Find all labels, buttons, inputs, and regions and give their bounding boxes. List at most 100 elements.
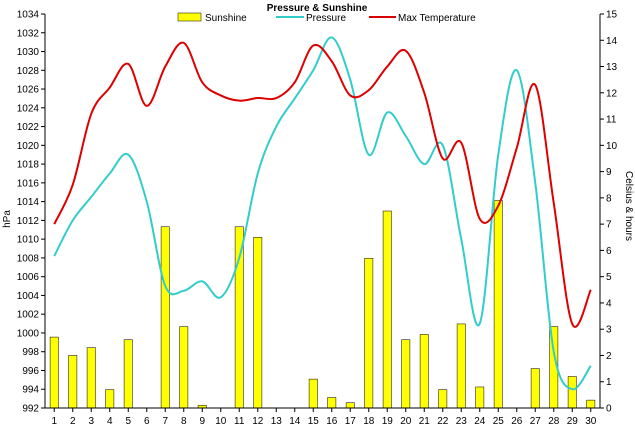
sunshine-bar	[123, 339, 133, 409]
sunshine-bar	[456, 323, 466, 409]
y-right-tick-label: 0	[606, 404, 612, 415]
y-right-tick-label: 4	[606, 298, 612, 309]
sunshine-bar	[68, 355, 78, 409]
sunshine-bar	[401, 339, 411, 409]
y-left-tick-label: 1010	[17, 235, 40, 246]
sunshine-bar	[567, 376, 577, 409]
x-tick-label: 4	[107, 416, 113, 427]
x-tick-label: 29	[567, 416, 579, 427]
y-left-tick-label: 1014	[17, 197, 40, 208]
axes	[41, 13, 604, 412]
y-left-tick-label: 1030	[17, 47, 40, 58]
sunshine-bar	[160, 226, 170, 409]
x-tick-label: 27	[530, 416, 542, 427]
legend: Sunshine Pressure Max Temperature	[177, 12, 476, 24]
y-right-tick-label: 5	[606, 272, 612, 283]
sunshine-bar	[364, 258, 374, 409]
x-tick-label: 17	[345, 416, 357, 427]
y-left-tick-label: 1026	[17, 85, 40, 96]
y-right-tick-label: 6	[606, 246, 612, 257]
sunshine-bar	[438, 389, 448, 409]
y-left-tick-label: 1024	[17, 103, 40, 114]
y-right-tick-label: 7	[606, 220, 612, 231]
y-right-tick-label: 1	[606, 377, 612, 388]
sunshine-bar	[419, 334, 429, 409]
y-right-tick-label: 14	[606, 36, 618, 47]
x-tick-label: 30	[585, 416, 597, 427]
chart-title: Pressure & Sunshine	[267, 3, 368, 14]
line-series	[53, 36, 592, 391]
x-tick-label: 11	[234, 416, 245, 427]
y-right-tick-label: 3	[606, 325, 612, 336]
x-tick-label: 18	[363, 416, 375, 427]
y-right-tick-label: 15	[606, 10, 618, 21]
y-left-tick-label: 1018	[17, 160, 40, 171]
x-tick-label: 2	[70, 416, 76, 427]
y-right-tick-label: 10	[606, 141, 618, 152]
x-tick-label: 16	[326, 416, 338, 427]
y-left-tick-label: 1008	[17, 253, 40, 264]
legend-label-max-temperature: Max Temperature	[398, 13, 476, 24]
legend-label-pressure: Pressure	[306, 13, 346, 24]
sunshine-bar	[49, 336, 59, 409]
y-left-tick-label: 992	[22, 404, 39, 415]
sunshine-bar	[308, 378, 318, 409]
x-tick-label: 7	[162, 416, 168, 427]
y-left-tick-label: 1002	[17, 310, 40, 321]
x-tick-label: 5	[125, 416, 131, 427]
y-left-tick-label: 1012	[17, 216, 40, 227]
x-tick-label: 8	[181, 416, 187, 427]
x-tick-label: 9	[199, 416, 205, 427]
sunshine-bar	[327, 397, 337, 409]
x-tick-label: 19	[382, 416, 394, 427]
y-left-tick-label: 1006	[17, 272, 40, 283]
x-tick-label: 22	[437, 416, 449, 427]
y-left-tick-label: 1034	[17, 10, 40, 21]
y-right-tick-label: 2	[606, 351, 612, 362]
y-left-tick-label: 1028	[17, 66, 40, 77]
x-tick-label: 20	[400, 416, 412, 427]
sunshine-bar	[530, 368, 540, 409]
sunshine-bar	[253, 237, 263, 409]
x-tick-label: 26	[511, 416, 523, 427]
y-left-tick-label: 1004	[17, 291, 40, 302]
y-left-tick-label: 1022	[17, 122, 40, 133]
x-tick-label: 3	[88, 416, 94, 427]
legend-label-sunshine: Sunshine	[205, 13, 247, 24]
y-right-tick-label: 12	[606, 88, 618, 99]
sunshine-bars	[49, 200, 596, 409]
tick-labels: 9929949969981000100210041006100810101012…	[17, 10, 618, 428]
x-tick-label: 6	[144, 416, 150, 427]
x-tick-label: 13	[271, 416, 283, 427]
y-axis-right-label: Celsius & hours	[623, 171, 634, 241]
x-tick-label: 14	[289, 416, 301, 427]
y-right-tick-label: 11	[606, 115, 617, 126]
y-left-tick-label: 1000	[17, 328, 40, 339]
x-tick-label: 10	[215, 416, 227, 427]
pressure-line	[53, 36, 592, 391]
x-tick-label: 15	[308, 416, 320, 427]
y-left-tick-label: 996	[22, 366, 39, 377]
y-right-tick-label: 9	[606, 167, 612, 178]
x-tick-label: 12	[252, 416, 264, 427]
y-axis-left-label: hPa	[2, 210, 13, 228]
y-left-tick-label: 1020	[17, 141, 40, 152]
sunshine-bar	[493, 200, 503, 409]
sunshine-bar	[105, 389, 115, 409]
max-temperature-line	[53, 41, 592, 328]
x-tick-label: 25	[493, 416, 505, 427]
y-right-tick-label: 8	[606, 193, 612, 204]
y-left-tick-label: 1032	[17, 28, 40, 39]
sunshine-bar	[382, 210, 392, 409]
x-tick-label: 1	[51, 416, 57, 427]
x-tick-label: 23	[456, 416, 468, 427]
sunshine-bar	[475, 386, 485, 409]
x-tick-label: 28	[548, 416, 560, 427]
sunshine-bar	[234, 226, 244, 409]
sunshine-bar	[345, 402, 355, 409]
sunshine-bar	[179, 326, 189, 409]
y-left-tick-label: 994	[22, 385, 39, 396]
